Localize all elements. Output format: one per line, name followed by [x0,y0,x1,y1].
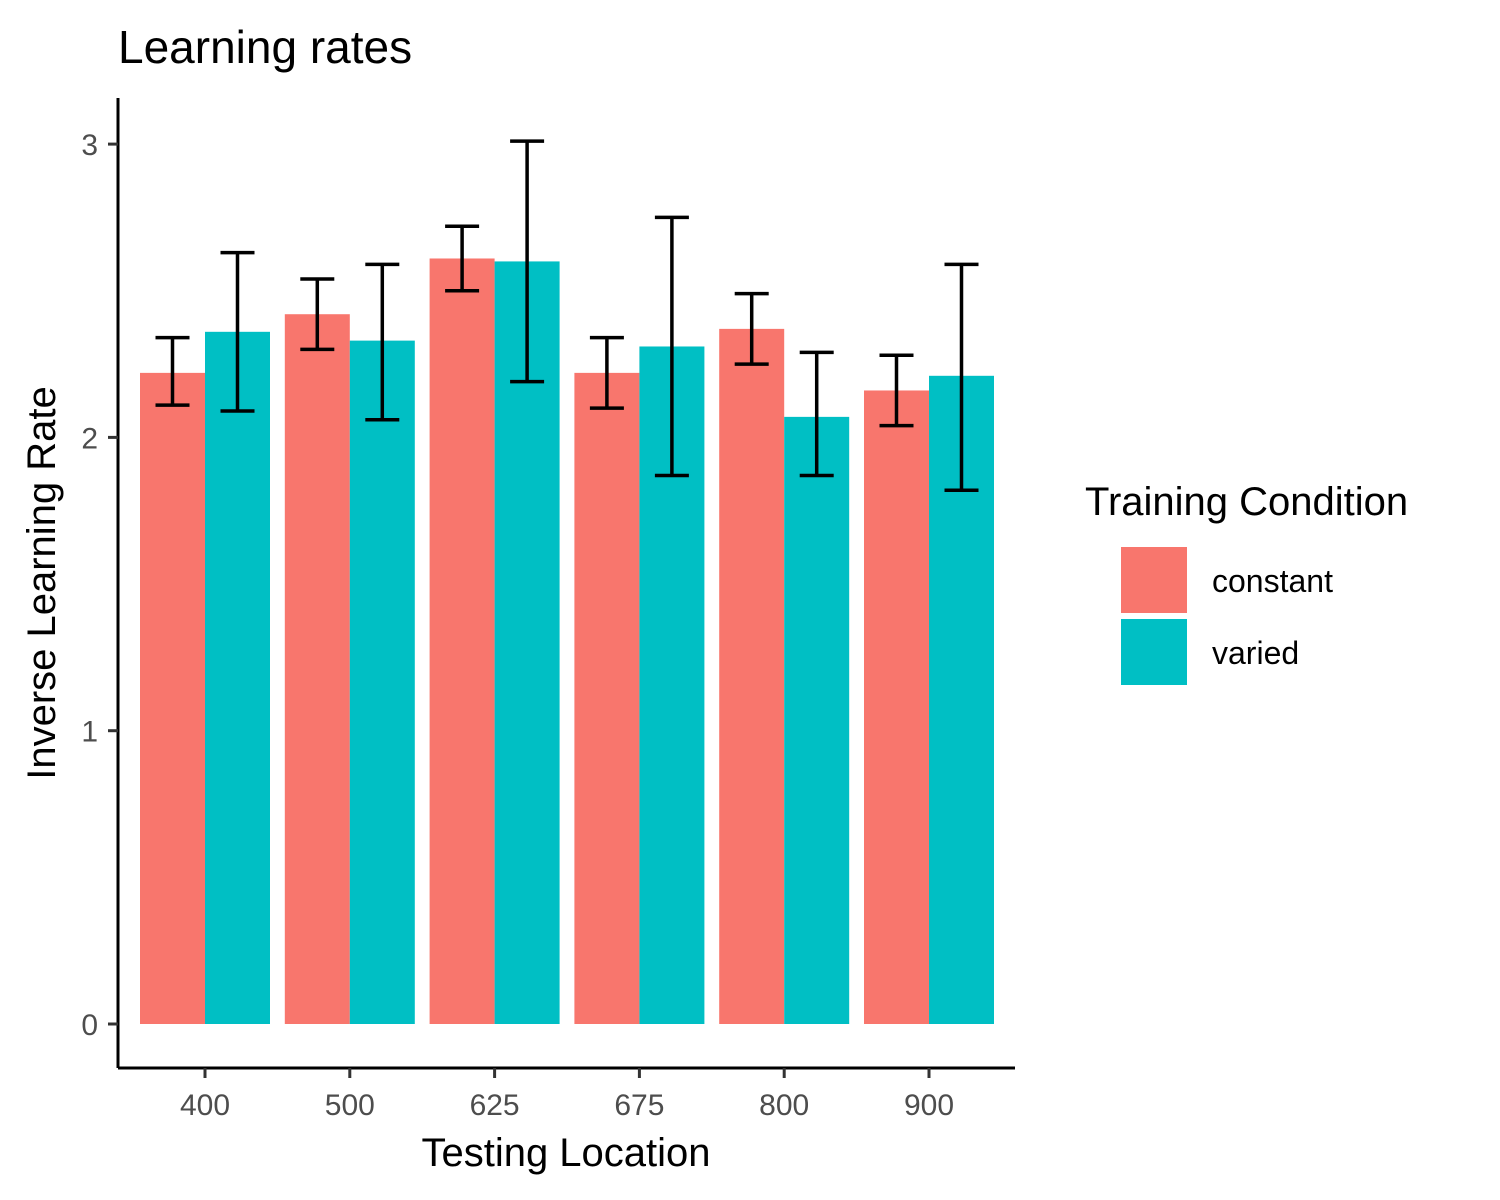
error-bar-constant-675 [589,335,624,410]
x-ticks-layer: 400 500 625 675 800 900 [180,1068,954,1122]
x-tick-label: 675 [614,1089,664,1122]
bars-layer [140,258,994,1025]
y-axis-title: Inverse Learning Rate [20,386,64,780]
bar-constant-625 [429,258,495,1024]
y-tick-label: 1 [81,716,98,749]
y-ticks-layer: 0 1 2 3 [81,129,118,1042]
legend-items: constant varied [1121,547,1333,685]
legend-label: varied [1212,635,1299,671]
error-bar-constant-625 [445,224,480,293]
error-bars-layer [155,139,979,492]
error-bar-constant-800 [734,291,769,366]
error-bar-constant-400 [155,335,190,407]
legend-item-varied: varied [1121,619,1299,685]
bar-constant-800 [719,328,785,1024]
error-bar-varied-400 [220,250,255,413]
error-bar-constant-500 [300,277,335,352]
y-tick-label: 3 [81,129,98,162]
x-tick-label: 400 [180,1089,230,1122]
y-tick-label: 0 [81,1009,98,1042]
bar-varied-800 [784,416,850,1024]
legend: Training Condition constant varied [1085,480,1408,685]
bar-varied-625 [494,261,560,1024]
bar-constant-900 [864,390,929,1024]
legend-item-constant: constant [1121,547,1333,613]
error-bar-varied-500 [365,262,400,422]
bar-varied-500 [349,340,415,1025]
legend-swatch [1121,547,1187,613]
chart-title: Learning rates [118,21,412,73]
bar-varied-400 [205,331,270,1024]
legend-swatch [1121,619,1187,685]
bar-constant-400 [140,372,205,1024]
x-tick-label: 800 [759,1089,809,1122]
bar-constant-675 [574,372,640,1024]
error-bar-constant-900 [879,353,914,428]
legend-label: constant [1212,563,1333,599]
x-tick-label: 900 [904,1089,954,1122]
y-tick-label: 2 [81,422,98,455]
error-bar-varied-800 [799,350,834,478]
error-bar-varied-675 [654,215,689,478]
x-tick-label: 500 [325,1089,375,1122]
error-bar-varied-625 [510,139,545,384]
error-bar-varied-900 [944,262,979,492]
x-axis-title: Testing Location [421,1131,710,1175]
legend-title: Training Condition [1085,480,1408,524]
bar-constant-500 [284,314,350,1024]
x-tick-label: 625 [470,1089,520,1122]
